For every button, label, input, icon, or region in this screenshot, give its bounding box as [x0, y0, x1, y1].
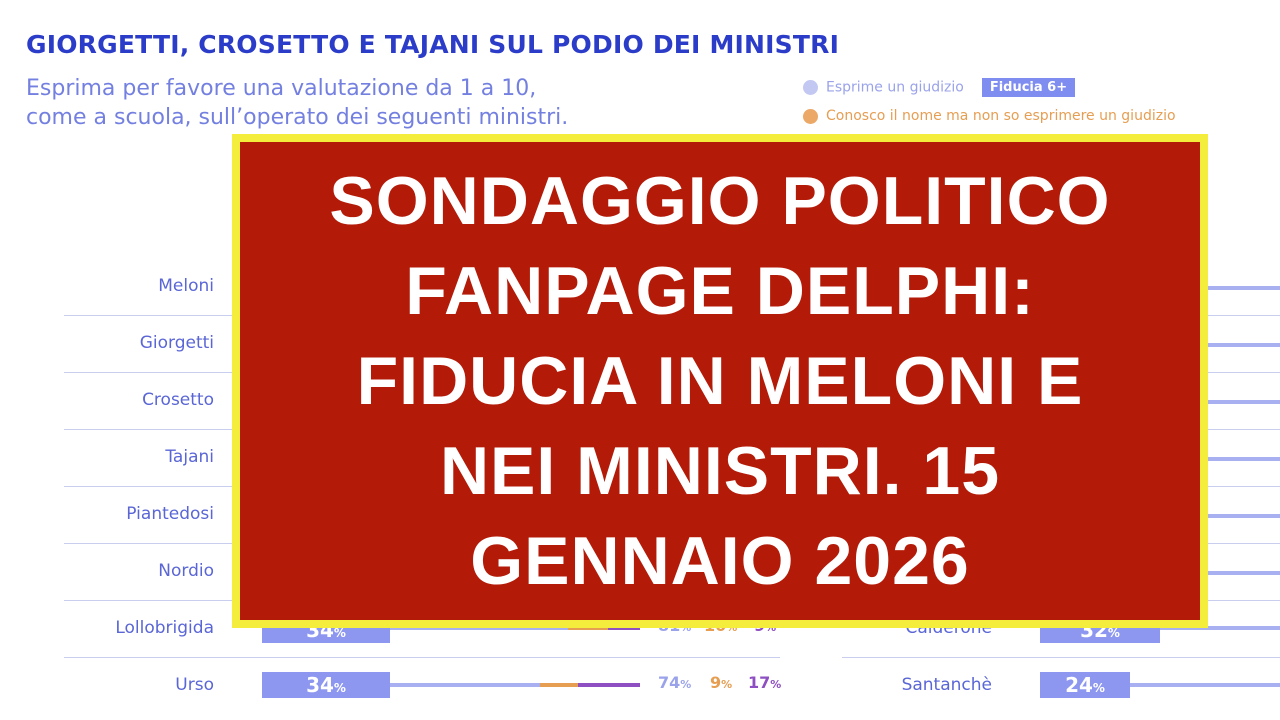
row-label-nordio: Nordio: [158, 561, 214, 581]
segment-conosco: [568, 626, 608, 630]
row-label-piantedosi: Piantedosi: [126, 504, 214, 524]
chart-subtitle: Esprima per favore una valutazione da 1 …: [26, 74, 568, 132]
subtitle-line-2: come a scuola, sull’operato dei seguenti…: [26, 105, 569, 130]
percent-sign: %: [721, 678, 733, 691]
row-label-giorgetti: Giorgetti: [139, 333, 214, 353]
row-track-line: [390, 683, 640, 687]
row-label-lollobrigida: Lollobrigida: [115, 618, 214, 638]
right-row-line: [1190, 286, 1280, 290]
legend-item-esprime: Esprime un giudizio Fiducia 6+: [803, 78, 1076, 97]
row-track-line: [390, 626, 640, 630]
fiducia-value: 24: [1065, 673, 1093, 697]
chart-title: GIORGETTI, CROSETTO E TAJANI SUL PODIO D…: [26, 30, 840, 59]
row-label-tajani: Tajani: [165, 447, 214, 467]
right-row-line: [1190, 400, 1280, 404]
percent-sign: %: [680, 678, 692, 691]
row-track-line: [1160, 626, 1280, 630]
segment-other: [578, 683, 640, 687]
row-track-line: [1130, 683, 1280, 687]
pct-esprime-value: 74: [658, 673, 681, 692]
right-row-line: [1190, 514, 1280, 518]
subtitle-line-1: Esprima per favore una valutazione da 1 …: [26, 76, 537, 101]
percent-sign: %: [770, 678, 782, 691]
percent-sign: %: [1107, 626, 1120, 640]
pct-other: 17%: [748, 673, 781, 692]
right-row-line: [1190, 343, 1280, 347]
pct-conosco-value: 9: [710, 673, 722, 692]
percent-sign: %: [1092, 681, 1105, 695]
pct-conosco: 9%: [710, 673, 732, 692]
row-divider: [64, 657, 780, 658]
right-row-line: [1190, 571, 1280, 575]
headline-text: SONDAGGIO POLITICO FANPAGE DELPHI: FIDUC…: [329, 163, 1111, 599]
row-label-meloni: Meloni: [158, 276, 214, 296]
legend-label-conosco: Conosco il nome ma non so esprimere un g…: [826, 108, 1176, 124]
legend-label-esprime: Esprime un giudizio: [826, 79, 964, 96]
segment-conosco: [540, 683, 578, 687]
row-label-santanche: Santanchè: [901, 675, 992, 695]
legend-badge-fiducia: Fiducia 6+: [981, 78, 1076, 97]
headline-overlay: SONDAGGIO POLITICO FANPAGE DELPHI: FIDUC…: [232, 134, 1208, 628]
fiducia-value: 34: [306, 673, 334, 697]
percent-sign: %: [333, 681, 346, 695]
segment-other: [608, 626, 640, 630]
row-label-crosetto: Crosetto: [142, 390, 214, 410]
legend-dot-blue-icon: [803, 80, 818, 95]
right-row-line: [1190, 457, 1280, 461]
pct-other-value: 17: [748, 673, 771, 692]
row-label-urso: Urso: [175, 675, 214, 695]
row-divider: [842, 657, 1280, 658]
fiducia-bar: 24%: [1040, 672, 1130, 698]
pct-esprime: 74%: [658, 673, 691, 692]
percent-sign: %: [333, 626, 346, 640]
fiducia-bar: 34%: [262, 672, 390, 698]
legend-item-conosco: Conosco il nome ma non so esprimere un g…: [803, 108, 1176, 124]
legend-dot-orange-icon: [803, 108, 818, 124]
